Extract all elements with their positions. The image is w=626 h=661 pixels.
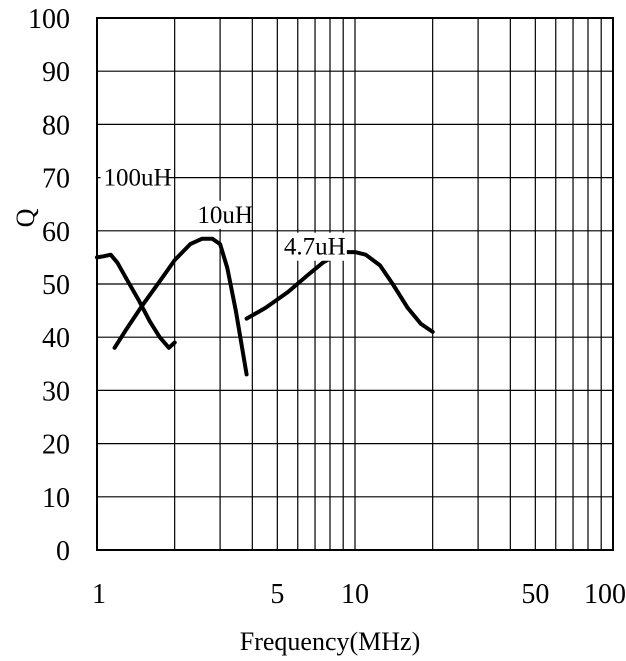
series-label: 10uH: [197, 202, 253, 229]
x-tick-label: 10: [341, 579, 369, 610]
y-tick-label: 100: [28, 4, 70, 35]
y-tick-label: 90: [42, 57, 70, 88]
x-tick-label: 100: [584, 579, 626, 610]
y-tick-label: 40: [42, 323, 70, 354]
y-tick-label: 30: [42, 376, 70, 407]
grid: [96, 17, 613, 551]
series-label-background: [194, 200, 249, 229]
y-tick-label: 60: [42, 217, 70, 248]
y-axis-ticks: 0 10 20 30 40 50 60 70 80 90 100: [28, 4, 70, 567]
series-line-10uH: [112, 236, 249, 377]
x-axis-title: Frequency(MHz): [240, 627, 421, 656]
x-tick-label: 5: [270, 579, 284, 610]
series-line-100uH: [95, 252, 177, 350]
series-label-background: [100, 163, 167, 192]
series-layer: 100uH 10uH 4.7uH: [95, 163, 435, 377]
y-tick-label: 70: [42, 164, 70, 195]
y-tick-label: 80: [42, 110, 70, 141]
series-label-background: [280, 232, 347, 261]
series-line-4_7uH: [244, 250, 435, 334]
x-tick-label: 50: [521, 579, 549, 610]
x-axis-ticks: 1 5 10 50 100: [92, 579, 626, 610]
series-label: 100uH: [104, 165, 172, 192]
y-tick-label: 0: [56, 536, 70, 567]
y-tick-label: 20: [42, 430, 70, 461]
y-tick-label: 50: [42, 270, 70, 301]
y-axis-title: Q: [11, 208, 40, 227]
x-tick-label: 1: [92, 579, 106, 610]
y-tick-label: 10: [42, 483, 70, 514]
series-label: 4.7uH: [284, 234, 346, 261]
plot-frame: [96, 17, 614, 551]
